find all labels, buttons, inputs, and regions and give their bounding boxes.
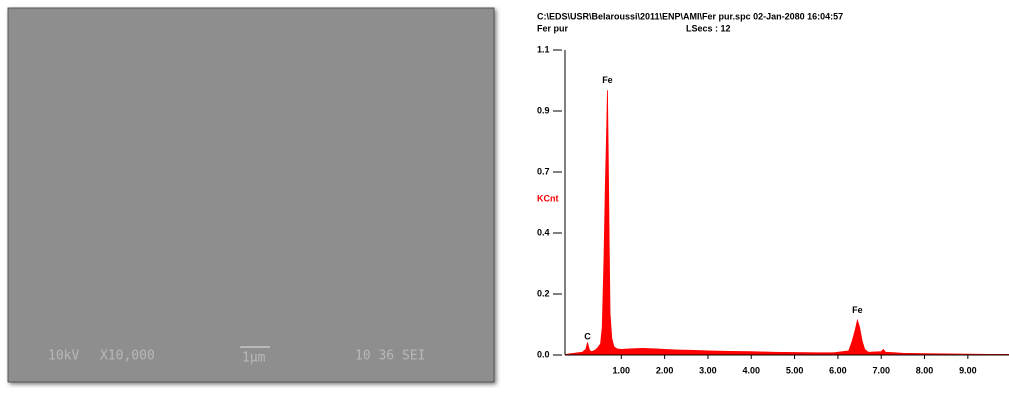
y-tick-label: 0.2: [537, 288, 550, 298]
sem-label: 1μm: [242, 351, 266, 366]
peak-label: Fe: [602, 75, 613, 85]
x-tick-label: 6.00: [829, 365, 847, 375]
sem-image: [8, 8, 494, 382]
sem-label: X10,000: [100, 349, 155, 364]
x-tick-label: 9.00: [959, 365, 977, 375]
y-tick-label: 0.9: [537, 105, 550, 115]
y-axis-label: KCnt: [537, 193, 559, 203]
y-tick-label: 0.0: [537, 349, 550, 359]
page: 10kV X10,000 1μm 10 36 SEI C:\EDS\USR\Be…: [0, 0, 1009, 388]
sem-label: 10kV: [48, 349, 79, 364]
x-tick-label: 8.00: [916, 365, 934, 375]
x-tick-label: 2.00: [656, 365, 674, 375]
x-tick-label: 5.00: [786, 365, 804, 375]
spectrum: [566, 90, 1009, 355]
peak-label: Fe: [852, 305, 863, 315]
x-tick-label: 4.00: [742, 365, 760, 375]
x-tick-label: 3.00: [699, 365, 717, 375]
screen: 10kV X10,000 1μm 10 36 SEI C:\EDS\USR\Be…: [0, 0, 1009, 388]
sem-label: 10 36 SEI: [355, 349, 425, 364]
x-tick-label: 1.00: [613, 365, 631, 375]
live-time: LSecs : 12: [686, 23, 731, 33]
plot: 0.0 0.2 0.4 0.7 0.9 1.1 1.00 2.00 3.00 4.00 5.00 6.…: [537, 44, 1009, 375]
x-tick-label: 7.00: [872, 365, 890, 375]
peak-label: C: [584, 331, 591, 341]
y-tick-label: 0.7: [537, 166, 550, 176]
y-tick-label: 1.1: [537, 44, 550, 54]
y-tick-label: 0.4: [537, 227, 550, 237]
chart-subtitle: Fer pur: [537, 23, 569, 33]
chart-title: C:\EDS\USR\Belaroussi\2011\ENP\AMI\Fer p…: [537, 11, 843, 21]
